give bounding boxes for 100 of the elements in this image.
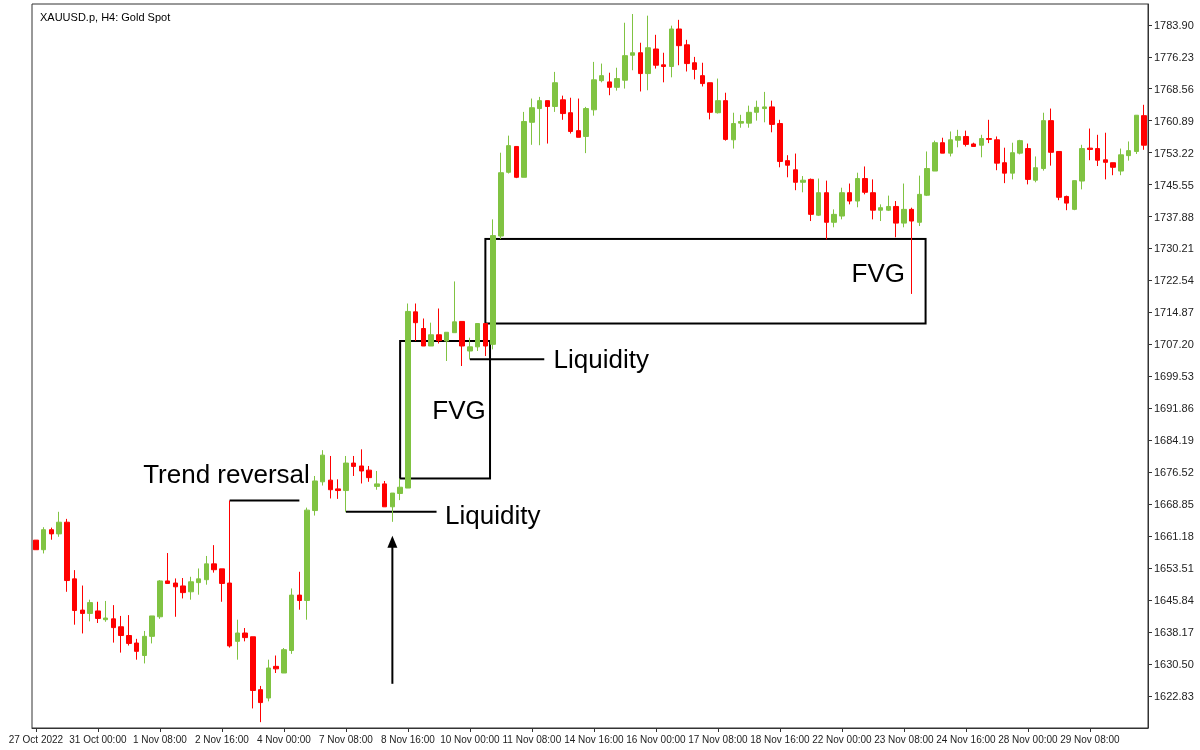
x-tick-label: 1 Nov 08:00 xyxy=(132,733,188,745)
candlestick xyxy=(971,142,976,147)
candlestick xyxy=(537,96,542,146)
candlestick xyxy=(87,599,93,622)
candlestick xyxy=(1041,112,1046,172)
candlestick xyxy=(1025,143,1031,185)
candlestick xyxy=(622,22,628,90)
candlestick xyxy=(273,655,279,674)
candlestick xyxy=(41,526,46,554)
candlestick xyxy=(467,337,473,360)
candlestick xyxy=(1095,134,1100,167)
candlestick xyxy=(219,568,225,603)
candlestick xyxy=(583,106,589,154)
candlestick xyxy=(297,571,302,611)
candlestick xyxy=(258,685,263,723)
candlestick xyxy=(157,579,163,620)
candlestick xyxy=(800,175,806,193)
x-tick-label: 24 Nov 16:00 xyxy=(936,733,997,745)
candlestick xyxy=(49,527,54,541)
candlestick xyxy=(560,95,566,121)
x-tick-label: 31 Oct 00:00 xyxy=(69,733,127,745)
candlestick xyxy=(266,659,271,702)
candlestick xyxy=(335,478,341,500)
x-tick-label: 27 Oct 2022 xyxy=(8,733,64,745)
candlestick xyxy=(661,52,666,83)
candlestick xyxy=(932,140,938,172)
candlestick xyxy=(142,630,147,664)
x-tick-label: 4 Nov 00:00 xyxy=(256,733,312,745)
candlestick xyxy=(847,183,852,205)
candlestick xyxy=(1079,144,1085,190)
candlestick xyxy=(405,303,411,489)
candlestick xyxy=(281,647,287,674)
candlestick xyxy=(785,154,790,178)
y-tick-label: 1622.83 xyxy=(1154,689,1194,702)
candlestick xyxy=(498,152,504,240)
candlestick xyxy=(126,614,132,647)
y-tick-label: 1745.55 xyxy=(1154,178,1194,191)
x-tick-label: 14 Nov 16:00 xyxy=(564,733,625,745)
y-tick-label: 1768.56 xyxy=(1154,82,1194,95)
annotation: Liquidity xyxy=(445,499,541,530)
y-tick-label: 1760.89 xyxy=(1154,114,1194,127)
candlestick xyxy=(1033,155,1038,183)
candlestick xyxy=(289,587,294,655)
candlestick xyxy=(490,218,496,350)
candlestick xyxy=(963,130,969,147)
y-tick-label: 1645.84 xyxy=(1154,593,1194,606)
annotation: FVG xyxy=(432,394,486,425)
candlestick xyxy=(824,180,829,240)
candlestick xyxy=(111,604,116,644)
candlestick xyxy=(134,638,139,661)
candlestick xyxy=(886,195,891,212)
candlestick xyxy=(870,178,876,220)
candlestick xyxy=(196,567,201,596)
candlestick xyxy=(917,175,922,227)
y-tick-label: 1691.86 xyxy=(1154,402,1194,415)
candlestick xyxy=(204,555,209,586)
y-tick-label: 1730.21 xyxy=(1154,242,1194,255)
y-tick-label: 1684.19 xyxy=(1154,434,1194,447)
candlestick xyxy=(614,67,620,92)
y-tick-label: 1753.22 xyxy=(1154,146,1194,159)
y-tick-label: 1668.85 xyxy=(1154,498,1194,511)
candlestick xyxy=(1010,142,1015,180)
candlestick xyxy=(374,470,380,491)
candlestick xyxy=(769,100,775,133)
candlestick xyxy=(211,544,217,574)
candlestick xyxy=(1017,139,1023,155)
candlestick xyxy=(529,98,535,146)
candlestick xyxy=(1103,132,1108,180)
y-tick-label: 1783.90 xyxy=(1154,18,1194,31)
candlestick xyxy=(1134,114,1139,155)
candlestick xyxy=(893,200,899,238)
candlestick xyxy=(56,511,62,538)
candlestick xyxy=(444,331,449,362)
x-tick-label: 11 Nov 08:00 xyxy=(502,733,562,745)
candlestick xyxy=(180,577,186,599)
candlestick xyxy=(924,150,930,197)
candlestick xyxy=(483,323,488,357)
candlestick xyxy=(397,477,403,501)
candlestick xyxy=(862,165,868,195)
candlestick xyxy=(390,492,395,523)
candlestick xyxy=(235,619,240,661)
candlestick xyxy=(831,208,837,228)
candlestick xyxy=(645,15,651,91)
y-tick-label: 1737.88 xyxy=(1154,210,1194,223)
candlestick xyxy=(1064,195,1069,211)
candlestick xyxy=(64,518,70,593)
candlestick xyxy=(653,34,659,70)
candlestick xyxy=(33,539,39,551)
x-tick-label: 18 Nov 16:00 xyxy=(750,733,811,745)
candlestick xyxy=(607,72,612,96)
candlestick xyxy=(793,153,798,191)
candlestick xyxy=(382,480,387,508)
candlestick xyxy=(436,308,442,345)
annotation: FVG xyxy=(851,258,906,289)
candlestick xyxy=(855,172,860,208)
candlestick xyxy=(80,585,85,634)
x-tick-label: 22 Nov 00:00 xyxy=(812,733,873,745)
candlestick xyxy=(1002,147,1007,184)
candlestick xyxy=(700,62,705,87)
candlestick xyxy=(103,600,108,623)
